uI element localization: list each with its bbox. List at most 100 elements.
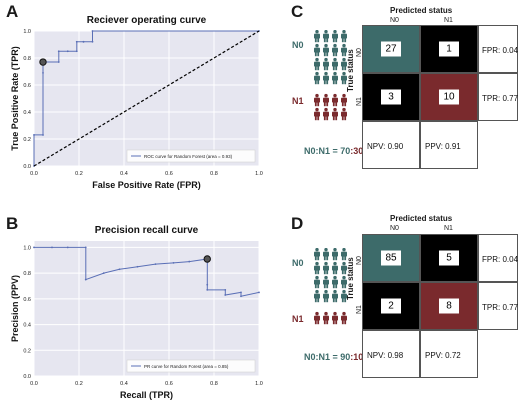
icons-c-n0-label: N0 bbox=[292, 40, 304, 50]
roc-chart: 0.0 0.2 0.4 0.6 0.8 1.0 0.0 0.2 0.4 0.6 0.8 1.0 Reci… bbox=[10, 15, 263, 190]
pr-series-0-point-9 bbox=[172, 261, 175, 264]
pr-highlight-point bbox=[203, 255, 211, 263]
pr-series-0-point-8 bbox=[154, 263, 157, 266]
roc-legend-box bbox=[126, 149, 256, 163]
pr-ytick-2: 0.4 bbox=[23, 323, 31, 329]
roc-xtick-4: 0.8 bbox=[210, 171, 218, 177]
roc-series-0-point-6 bbox=[57, 50, 60, 53]
icons-c-n1-person-4 bbox=[314, 107, 320, 121]
icons-d-n0-person-2 bbox=[332, 248, 338, 261]
roc-title: Reciever operating curve bbox=[87, 15, 207, 26]
panel-letter-a: A bbox=[6, 2, 19, 21]
icons-c-n0-person-1 bbox=[323, 30, 329, 43]
true-status-label-d: True status bbox=[346, 257, 355, 300]
pr-series-0-point-18 bbox=[258, 291, 260, 294]
ratio-prefix-d: N0:N1 = bbox=[304, 352, 341, 362]
cell-tp-value-c: 10 bbox=[439, 89, 459, 105]
cell-tp-c: 10 bbox=[420, 73, 478, 121]
pr-series-0-point-15 bbox=[224, 294, 227, 296]
roc-series-0-point-13 bbox=[91, 40, 94, 43]
cell-tpr-d: TPR: 0.77 bbox=[478, 282, 518, 330]
pr-ytick-3: 0.6 bbox=[23, 297, 31, 303]
patient-icons-c: N0 N1 bbox=[292, 30, 347, 121]
roc-series-0-point-10 bbox=[75, 40, 78, 43]
roc-xtick-3: 0.6 bbox=[165, 171, 173, 177]
icons-d-n0-person-3 bbox=[341, 248, 347, 261]
ratio-prefix-c: N0:N1 = bbox=[304, 146, 341, 156]
roc-series-0-point-5 bbox=[57, 61, 60, 63]
fpr-label-d: FPR: 0.04 bbox=[482, 255, 519, 264]
pr-series-0-point-7 bbox=[136, 265, 139, 268]
roc-xtick-2: 0.4 bbox=[120, 171, 128, 177]
pr-legend-box bbox=[126, 359, 256, 373]
roc-highlight-point bbox=[39, 58, 47, 66]
pr-series-0-point-14 bbox=[224, 288, 227, 291]
tpr-label-c: TPR: 0.77 bbox=[482, 94, 519, 103]
icons-d-n0-person-15 bbox=[341, 289, 347, 303]
ppv-label-c: PPV: 0.91 bbox=[425, 142, 461, 151]
predicted-status-title-c: Predicted status bbox=[390, 6, 453, 15]
confusion-panel-c: N0 N1 N0:N1 = 70:30 Predicted status N0 N… bbox=[290, 0, 520, 206]
pr-xtick-3: 0.6 bbox=[165, 381, 173, 387]
icons-d-n0-person-9 bbox=[323, 275, 329, 289]
col-label-n1-d: N1 bbox=[444, 225, 453, 232]
pr-ytick-4: 0.8 bbox=[23, 271, 31, 277]
icons-d-n0-person-7 bbox=[341, 261, 347, 275]
pr-ytick-5: 1.0 bbox=[23, 245, 31, 251]
roc-xtick-0: 0.0 bbox=[30, 171, 38, 177]
icons-c-n0-person-2 bbox=[332, 30, 338, 43]
col-label-n0-c: N0 bbox=[390, 17, 399, 24]
ratio-n1-d: 10 bbox=[353, 352, 364, 362]
true-status-label-c: True status bbox=[346, 49, 355, 92]
icons-c-n0-person-9 bbox=[323, 57, 329, 71]
tpr-label-d: TPR: 0.77 bbox=[482, 303, 519, 312]
icons-d-n0-person-1 bbox=[323, 248, 329, 261]
icons-d-n1-person-2 bbox=[332, 311, 338, 325]
icons-d-n0-label: N0 bbox=[292, 258, 304, 268]
ppv-label-d: PPV: 0.72 bbox=[425, 351, 461, 360]
icons-d-n0-person-14 bbox=[332, 289, 338, 303]
cell-tn-value-c: 27 bbox=[381, 41, 401, 57]
icons-c-n1-person-6 bbox=[332, 107, 338, 121]
cell-tpr-c: TPR: 0.77 bbox=[478, 73, 518, 121]
panel-letter-b: B bbox=[6, 214, 19, 233]
col-label-n1-c: N1 bbox=[444, 17, 453, 24]
pr-ylabel: Precision (PPV) bbox=[10, 275, 20, 342]
predicted-status-title-d: Predicted status bbox=[390, 214, 453, 223]
icons-d-n0-person-13 bbox=[323, 289, 329, 303]
pr-series-0-point-16 bbox=[240, 291, 242, 294]
ratio-label-c: N0:N1 = 70:30 bbox=[304, 146, 364, 156]
icons-d-n1-person-0 bbox=[314, 311, 320, 325]
cell-fn-value-c: 3 bbox=[381, 89, 401, 105]
cell-ppv-c: PPV: 0.91 bbox=[420, 121, 478, 169]
cell-fn-value-d: 2 bbox=[381, 298, 401, 314]
panel-letter-d: D bbox=[291, 214, 304, 233]
icons-c-n1-person-3 bbox=[341, 93, 347, 107]
icons-c-n0-person-11 bbox=[341, 57, 347, 71]
icons-c-n1-person-5 bbox=[323, 107, 329, 121]
icons-c-n0-person-13 bbox=[323, 71, 329, 85]
roc-ytick-0: 0.0 bbox=[23, 164, 31, 170]
pr-series-0-point-2 bbox=[66, 246, 69, 249]
cell-fp-c: 1 bbox=[420, 25, 478, 73]
roc-ytick-2: 0.4 bbox=[23, 110, 31, 116]
roc-ytick-1: 0.2 bbox=[23, 137, 31, 143]
roc-ytick-4: 0.8 bbox=[23, 56, 31, 62]
cell-fn-c: 3 bbox=[362, 73, 420, 121]
pr-series-0-point-6 bbox=[118, 268, 121, 271]
roc-series-0-point-8 bbox=[66, 50, 69, 53]
icons-d-n0-person-0 bbox=[314, 248, 320, 261]
cell-fn-d: 2 bbox=[362, 282, 420, 330]
icons-c-n0-person-15 bbox=[341, 71, 347, 85]
pr-series-0-point-5 bbox=[102, 272, 105, 275]
ratio-n1-c: 30 bbox=[353, 146, 364, 156]
icons-c-n0-person-12 bbox=[314, 71, 320, 85]
icons-c-n0-person-4 bbox=[314, 43, 320, 57]
icons-d-n1-person-1 bbox=[323, 311, 329, 325]
panel-letter-c: C bbox=[291, 2, 304, 21]
cell-fp-d: 5 bbox=[420, 234, 478, 282]
cell-npv-d: NPV: 0.98 bbox=[362, 330, 420, 378]
pr-xtick-4: 0.8 bbox=[210, 381, 218, 387]
pr-series-0-point-4 bbox=[84, 278, 87, 281]
icons-c-n1-label: N1 bbox=[292, 96, 304, 106]
